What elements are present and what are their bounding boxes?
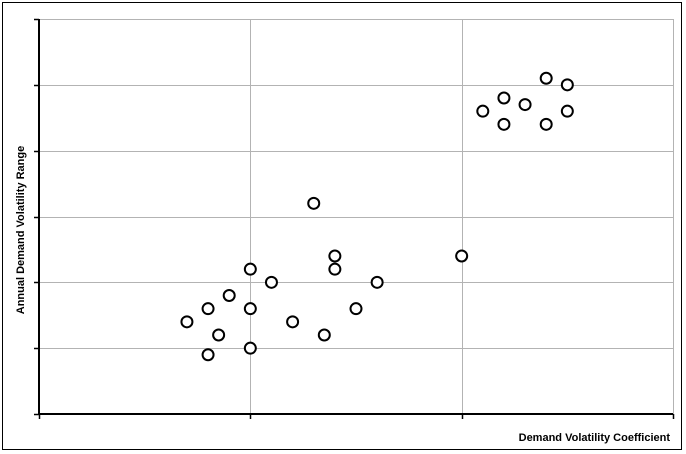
chart-frame — [2, 2, 682, 450]
data-point — [560, 104, 574, 118]
data-point — [201, 348, 215, 362]
data-point — [307, 196, 321, 210]
axes — [34, 18, 675, 419]
data-point — [476, 104, 490, 118]
data-point — [243, 341, 257, 355]
data-point — [518, 98, 532, 112]
data-point — [455, 249, 469, 263]
data-point — [317, 328, 331, 342]
data-point — [201, 302, 215, 316]
data-point — [560, 78, 574, 92]
data-point — [497, 117, 511, 131]
data-point — [286, 315, 300, 329]
data-point — [243, 302, 257, 316]
data-point — [328, 262, 342, 276]
data-point — [539, 71, 553, 85]
data-point — [370, 275, 384, 289]
data-point — [180, 315, 194, 329]
data-points — [180, 71, 574, 362]
y-axis-label: Annual Demand Volatility Range — [15, 146, 27, 315]
data-point — [264, 275, 278, 289]
data-point — [328, 249, 342, 263]
data-point — [212, 328, 226, 342]
data-point — [349, 302, 363, 316]
data-point — [539, 117, 553, 131]
data-point — [243, 262, 257, 276]
grid — [39, 19, 674, 414]
data-point — [497, 91, 511, 105]
data-point — [222, 289, 236, 302]
x-axis-label: Demand Volatility Coefficient — [519, 432, 671, 444]
